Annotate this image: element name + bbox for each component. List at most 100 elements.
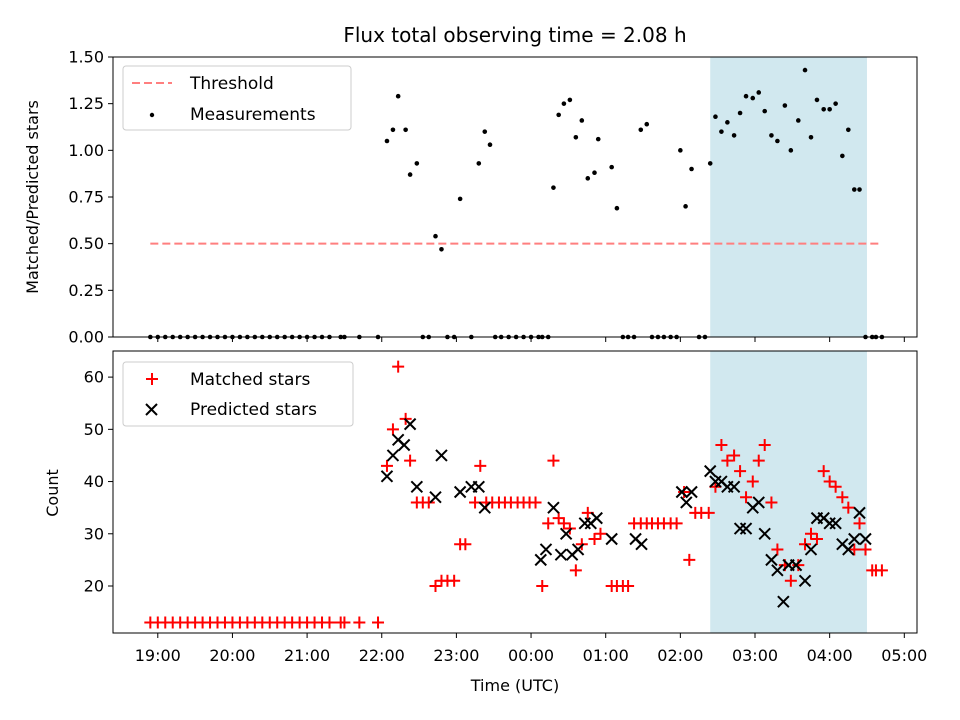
y-tick-label: 0.75	[68, 188, 104, 207]
predicted-star-point	[739, 522, 753, 535]
x-tick-label: 01:00	[583, 646, 629, 665]
predicted-star-point	[435, 449, 448, 462]
matched-star-point	[792, 559, 805, 572]
predicted-star-point	[478, 501, 491, 514]
y-axis-ticks: 20 30 40 50 60	[84, 368, 113, 596]
predicted-star-point	[403, 417, 417, 431]
matched-star-point	[746, 475, 759, 488]
highlight-span	[710, 351, 867, 633]
matched-star-point	[752, 454, 765, 467]
measurement-point	[644, 121, 650, 127]
matched-star-point	[715, 439, 728, 451]
matched-star-point	[563, 522, 576, 535]
matched-star-point	[372, 616, 385, 629]
measurement-point	[821, 106, 826, 112]
measurement-point	[439, 246, 444, 252]
measurement-point	[592, 170, 597, 176]
legend-box	[122, 65, 352, 131]
matched-star-point	[836, 491, 849, 504]
predicted-star-point	[765, 553, 778, 567]
predicted-star-point	[758, 527, 771, 540]
measurement-point	[482, 129, 488, 134]
measurement-point	[551, 185, 556, 190]
matched-star-point	[474, 459, 487, 472]
x-axis-label: Time (UTC)	[470, 676, 559, 695]
measurement-point	[403, 127, 408, 133]
y-tick-label: 30	[84, 524, 104, 543]
predicted-star-point	[429, 491, 442, 504]
legend-matched-swatch	[146, 373, 158, 385]
axes-frame	[112, 350, 918, 634]
measurement-point	[595, 136, 601, 142]
y-tick-label: 40	[84, 472, 104, 491]
measurement-point	[638, 127, 644, 133]
predicted-star-point	[829, 517, 842, 530]
predicted-star-point	[559, 527, 573, 540]
matched-star-point	[353, 616, 366, 629]
predicted-star-point	[848, 532, 861, 546]
measurement-point	[395, 93, 401, 99]
x-axis-ticks: 19:00 20:00 21:00 22:00 23:00 00:00 01:00 02:00…	[135, 633, 927, 665]
measurement-point	[851, 187, 857, 192]
matched-star-point	[422, 496, 435, 509]
matched-star-point	[569, 564, 582, 577]
measurement-point	[743, 93, 749, 99]
predicted-star-point	[635, 538, 648, 551]
matched-star-point	[740, 491, 753, 504]
measurement-point	[857, 187, 862, 192]
measurement-point	[833, 101, 838, 106]
measurement-point	[384, 138, 390, 144]
predicted-star-point	[771, 564, 784, 577]
measurement-point	[762, 108, 768, 114]
matched-star-point	[804, 527, 817, 540]
matched-star-point	[380, 459, 393, 472]
measurement-point	[561, 101, 567, 106]
matched-star-point	[622, 580, 635, 592]
matched-star-point	[448, 574, 461, 587]
predicted-star-point	[472, 480, 486, 493]
measurement-point	[579, 118, 585, 123]
predicted-star-point	[853, 506, 866, 520]
measurement-point	[796, 118, 801, 123]
y-tick-label: 50	[84, 420, 104, 439]
matched-star-point	[557, 517, 570, 530]
predicted-star-point	[571, 543, 585, 556]
predicted-star-point	[798, 574, 812, 587]
matched-star-point	[810, 533, 823, 545]
measurement-point	[756, 90, 762, 95]
y-tick-label: 0.00	[68, 328, 104, 347]
predicted-star-point	[539, 543, 553, 556]
predicted-star-point	[680, 496, 693, 509]
matched-star-point	[859, 543, 872, 556]
matched-star-point	[670, 517, 683, 530]
x-tick-label: 00:00	[508, 646, 554, 665]
predicted-star-point	[397, 438, 411, 452]
matched-star-point	[678, 486, 691, 498]
legend-matched-label: Matched stars	[190, 370, 310, 390]
x-tick-label: 19:00	[135, 646, 181, 665]
predicted-star-point	[386, 449, 400, 462]
x-axis-ticks	[157, 337, 905, 342]
measurement-point	[750, 95, 756, 101]
y-axis-label: Matched/Predicted stars	[23, 100, 42, 294]
matched-star-point	[771, 543, 784, 556]
matched-star-point	[875, 564, 888, 577]
x-tick-label: 20:00	[209, 646, 255, 665]
matched-star-point	[594, 527, 607, 540]
measurement-point	[689, 166, 694, 172]
predicted-star-point	[704, 464, 717, 478]
measurement-point	[487, 142, 493, 148]
matched-star-point	[853, 517, 866, 530]
matched-star-point	[547, 454, 560, 467]
predicted-star-point	[605, 532, 618, 546]
matched-star-point	[765, 496, 778, 509]
measurement-point	[840, 153, 845, 159]
matched-star-point	[392, 360, 405, 373]
y-tick-label: 1.25	[68, 94, 104, 113]
measurement-point	[585, 176, 591, 181]
measurement-point	[414, 161, 420, 166]
measurement-point	[814, 97, 820, 103]
legend-measurement-label: Measurements	[190, 105, 316, 125]
measurement-point	[737, 110, 743, 116]
